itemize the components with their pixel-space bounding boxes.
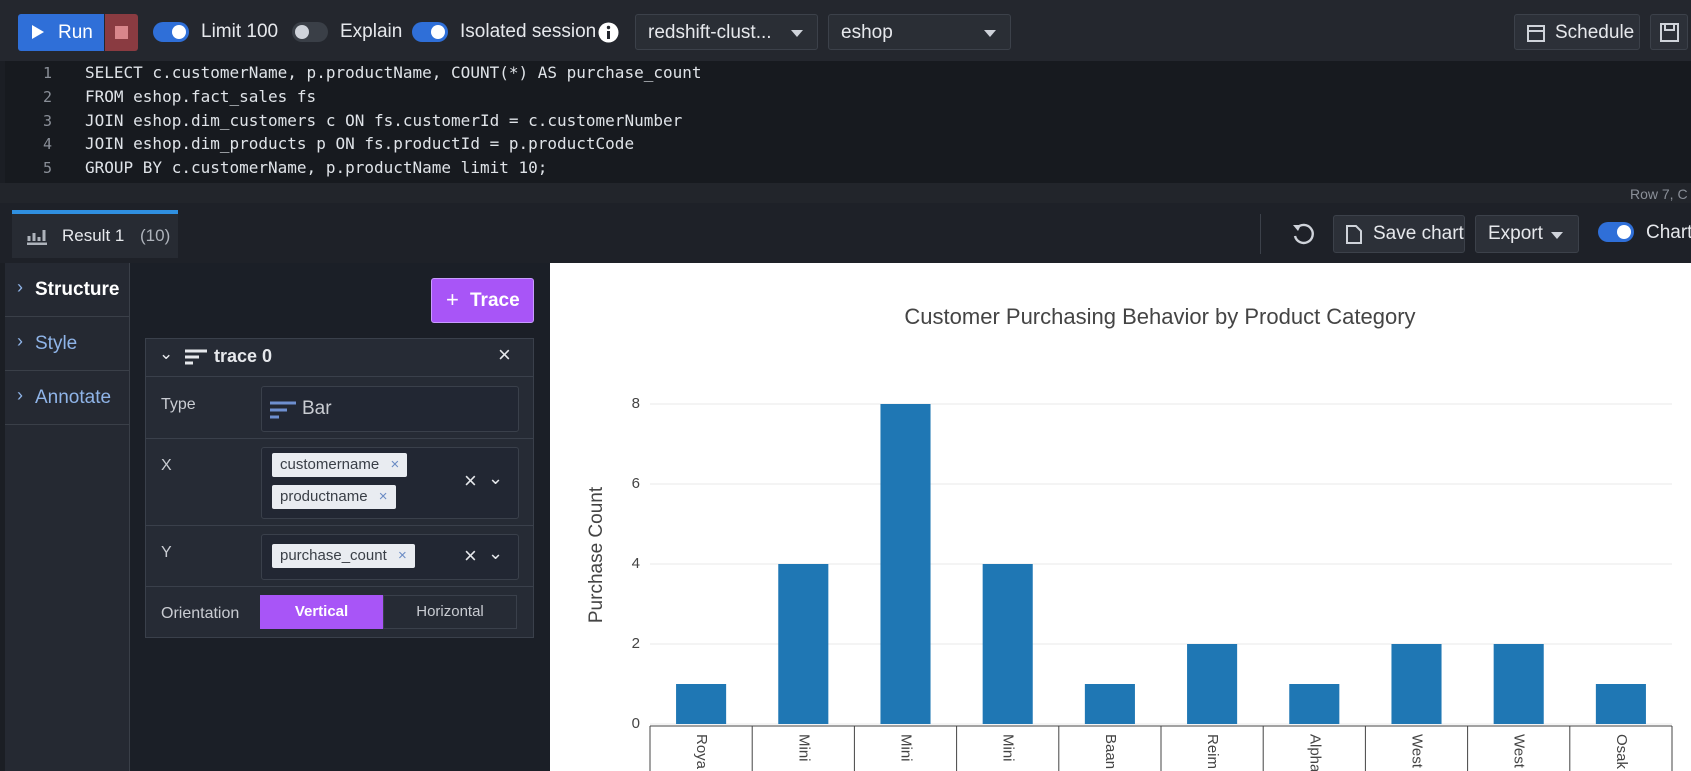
bar <box>1493 644 1544 724</box>
type-select[interactable]: Bar <box>261 386 519 432</box>
trace-header[interactable]: ⌄ trace 0 × <box>145 338 534 377</box>
y-tick-label: 4 <box>632 555 640 572</box>
y-tick-label: 2 <box>632 635 640 652</box>
cluster-value: redshift-clust... <box>648 22 772 43</box>
x-tag[interactable]: productname <box>272 485 396 509</box>
chart-toggle[interactable] <box>1598 222 1634 242</box>
x-tick-label: Baan <box>1102 734 1119 769</box>
x-tick-label: Mini <box>898 734 915 762</box>
sidebar-label: Structure <box>35 279 120 300</box>
cursor-status: Row 7, C <box>1630 186 1688 202</box>
status-bar <box>0 183 1691 203</box>
info-icon[interactable] <box>598 22 619 43</box>
calendar-icon <box>1527 25 1545 42</box>
result-tab-label: Result 1 <box>62 226 125 245</box>
limit-toggle[interactable] <box>153 22 189 42</box>
type-value: Bar <box>302 398 332 419</box>
x-tick-label: Alpha <box>1306 734 1323 771</box>
x-tag[interactable]: customername <box>272 453 408 477</box>
limit-label: Limit 100 <box>201 21 279 42</box>
schedule-label: Schedule <box>1555 22 1635 43</box>
x-tick-label: Mini <box>1000 734 1017 762</box>
y-label: Y <box>161 544 172 561</box>
y-tag[interactable]: purchase_count <box>272 544 415 568</box>
result-tab-count: (10) <box>140 226 171 245</box>
bar <box>1595 684 1646 724</box>
save-chart-button[interactable]: Save chart <box>1333 215 1465 253</box>
reset-icon[interactable] <box>1291 222 1315 246</box>
explain-toggle[interactable] <box>292 22 328 42</box>
y-tick-label: 6 <box>632 475 640 492</box>
x-tick-label: Roya <box>693 734 710 770</box>
isolated-label: Isolated session <box>460 21 597 42</box>
sidebar-item[interactable]: Structure › <box>5 263 129 317</box>
line-number: 4 <box>42 135 52 153</box>
y-tick-label: 0 <box>632 715 640 732</box>
line-number: 2 <box>42 88 52 106</box>
y-axis-title: Purchase Count <box>586 486 607 623</box>
orientation-option[interactable]: Horizontal <box>383 595 517 629</box>
line-number: 5 <box>42 159 52 177</box>
x-tick-label: West <box>1409 734 1426 769</box>
isolated-toggle[interactable] <box>412 22 448 42</box>
sidebar <box>5 263 130 771</box>
bar <box>1084 684 1135 724</box>
trace-name: trace 0 <box>214 346 273 366</box>
y-select[interactable]: purchase_count ×⌄ <box>261 534 519 580</box>
add-trace-button[interactable]: + Trace <box>431 278 534 323</box>
code-line: FROM eshop.fact_sales fs <box>85 87 317 106</box>
bar <box>676 684 727 724</box>
run-button[interactable]: Run <box>18 14 104 51</box>
cluster-select[interactable]: redshift-clust... <box>635 14 818 50</box>
bar <box>1391 644 1442 724</box>
chart-title: Customer Purchasing Behavior by Product … <box>904 304 1415 329</box>
sidebar-item[interactable]: Annotate › <box>5 371 129 425</box>
type-label: Type <box>161 396 196 413</box>
save-chart-label: Save chart <box>1373 223 1464 244</box>
stop-button[interactable] <box>105 14 138 51</box>
database-select[interactable]: eshop <box>828 14 1011 50</box>
line-number: 3 <box>42 112 52 130</box>
x-tick-label: Osak <box>1613 734 1630 770</box>
bar <box>1187 644 1238 724</box>
x-select[interactable]: customername productname ×⌄ <box>261 447 519 519</box>
explain-label: Explain <box>340 21 403 42</box>
export-button[interactable]: Export <box>1475 215 1579 253</box>
code-line: JOIN eshop.dim_products p ON fs.productI… <box>85 134 635 153</box>
add-trace-label: Trace <box>470 290 520 311</box>
export-label: Export <box>1488 223 1543 244</box>
sql-editor[interactable] <box>5 61 1691 183</box>
line-number: 1 <box>42 64 52 82</box>
x-tick-label: Reim <box>1204 734 1221 769</box>
bar <box>778 564 829 724</box>
bar <box>982 564 1033 724</box>
code-line: SELECT c.customerName, p.productName, CO… <box>85 63 702 82</box>
sidebar-label: Style <box>35 333 78 354</box>
y-tick-label: 8 <box>632 395 640 412</box>
code-line: JOIN eshop.dim_customers c ON fs.custome… <box>85 111 683 130</box>
x-tick-label: West <box>1511 734 1528 769</box>
chart-toggle-label: Chart <box>1646 222 1691 243</box>
chart: Customer Purchasing Behavior by Product … <box>550 263 1691 771</box>
save-button[interactable] <box>1650 14 1688 50</box>
schedule-button[interactable]: Schedule <box>1514 14 1640 50</box>
sidebar-label: Annotate <box>35 387 112 408</box>
orientation-label: Orientation <box>161 605 240 622</box>
sidebar-item[interactable]: Style › <box>5 317 129 371</box>
x-label: X <box>161 457 172 474</box>
orientation-option[interactable]: Vertical <box>260 595 383 629</box>
run-label: Run <box>58 22 93 43</box>
database-value: eshop <box>841 22 893 43</box>
result-tab[interactable]: Result 1 (10) <box>12 210 178 258</box>
x-tick-label: Mini <box>795 734 812 762</box>
play-icon <box>32 25 44 39</box>
code-line: GROUP BY c.customerName, p.productName l… <box>85 158 548 177</box>
bar <box>1289 684 1340 724</box>
bar <box>880 404 931 724</box>
